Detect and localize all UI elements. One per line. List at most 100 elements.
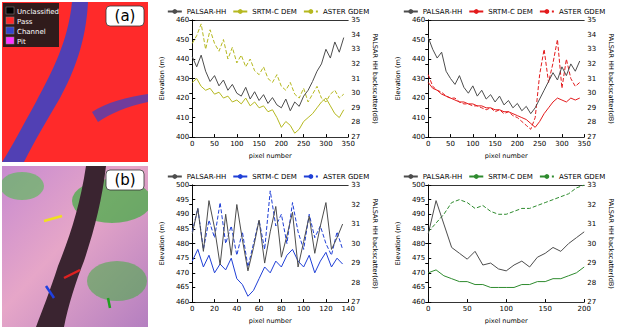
svg-text:495: 495: [412, 196, 425, 204]
svg-text:SRTM-C DEM: SRTM-C DEM: [252, 173, 297, 181]
svg-text:485: 485: [176, 225, 189, 233]
svg-text:490: 490: [176, 210, 189, 218]
svg-text:50: 50: [210, 140, 219, 148]
svg-text:50: 50: [463, 305, 472, 313]
svg-text:33: 33: [587, 181, 596, 189]
svg-text:34: 34: [587, 31, 596, 39]
svg-text:28: 28: [587, 279, 596, 287]
svg-text:28: 28: [587, 118, 596, 126]
svg-text:440: 440: [176, 55, 189, 63]
svg-text:500: 500: [176, 181, 189, 189]
svg-text:475: 475: [176, 254, 189, 262]
svg-text:35: 35: [587, 16, 596, 24]
svg-text:29: 29: [587, 104, 596, 112]
svg-text:pixel number: pixel number: [485, 152, 528, 160]
svg-text:Unclassified: Unclassified: [17, 8, 59, 16]
svg-text:0: 0: [190, 305, 194, 313]
svg-text:PALSAR-HH: PALSAR-HH: [187, 173, 226, 181]
svg-text:420: 420: [176, 94, 189, 102]
svg-text:120: 120: [319, 305, 332, 313]
svg-text:32: 32: [351, 201, 360, 209]
svg-text:460: 460: [176, 298, 189, 306]
svg-text:470: 470: [176, 269, 189, 277]
svg-text:80: 80: [277, 305, 286, 313]
svg-text:200: 200: [578, 305, 591, 313]
svg-text:460: 460: [412, 16, 425, 24]
svg-text:100: 100: [297, 305, 310, 313]
svg-text:410: 410: [412, 114, 425, 122]
svg-text:33: 33: [351, 181, 360, 189]
svg-text:31: 31: [587, 220, 596, 228]
svg-text:ASTER GDEM: ASTER GDEM: [559, 173, 605, 181]
svg-text:250: 250: [533, 140, 546, 148]
svg-text:32: 32: [587, 60, 596, 68]
svg-text:pixel number: pixel number: [485, 317, 528, 325]
svg-text:PALSAR-HH: PALSAR-HH: [187, 8, 226, 16]
svg-text:Pit: Pit: [17, 38, 26, 46]
svg-text:34: 34: [351, 31, 360, 39]
svg-text:SRTM-C DEM: SRTM-C DEM: [488, 8, 533, 16]
svg-text:29: 29: [351, 259, 360, 267]
svg-text:SRTM-C DEM: SRTM-C DEM: [488, 173, 533, 181]
svg-text:200: 200: [511, 140, 524, 148]
svg-text:PALSAR HH backscatter(dB): PALSAR HH backscatter(dB): [371, 33, 379, 124]
svg-text:29: 29: [351, 104, 360, 112]
svg-text:480: 480: [176, 240, 189, 248]
svg-text:PALSAR-HH: PALSAR-HH: [423, 8, 462, 16]
svg-text:31: 31: [587, 75, 596, 83]
svg-text:33: 33: [587, 45, 596, 53]
svg-text:SRTM-C DEM: SRTM-C DEM: [252, 8, 297, 16]
svg-text:400: 400: [176, 133, 189, 141]
svg-text:pixel number: pixel number: [249, 152, 292, 160]
svg-text:100: 100: [466, 140, 479, 148]
svg-text:31: 31: [351, 75, 360, 83]
svg-text:100: 100: [500, 305, 513, 313]
svg-text:PALSAR HH backscatter(dB): PALSAR HH backscatter(dB): [607, 198, 615, 289]
svg-text:32: 32: [587, 201, 596, 209]
svg-text:300: 300: [319, 140, 332, 148]
svg-text:200: 200: [275, 140, 288, 148]
svg-text:490: 490: [412, 210, 425, 218]
svg-text:PALSAR HH backscatter(dB): PALSAR HH backscatter(dB): [607, 33, 615, 124]
svg-text:0: 0: [190, 140, 194, 148]
svg-text:300: 300: [555, 140, 568, 148]
svg-text:410: 410: [176, 114, 189, 122]
svg-text:30: 30: [351, 240, 360, 248]
svg-text:ASTER GDEM: ASTER GDEM: [323, 173, 369, 181]
svg-text:0: 0: [426, 305, 430, 313]
svg-text:Pass: Pass: [17, 18, 33, 26]
svg-text:470: 470: [412, 269, 425, 277]
svg-text:485: 485: [412, 225, 425, 233]
svg-text:30: 30: [587, 89, 596, 97]
svg-text:140: 140: [342, 305, 355, 313]
svg-text:60: 60: [255, 305, 264, 313]
svg-text:475: 475: [412, 254, 425, 262]
svg-text:150: 150: [488, 140, 501, 148]
svg-text:465: 465: [176, 283, 189, 291]
svg-text:450: 450: [176, 36, 189, 44]
svg-text:Elevation (m): Elevation (m): [158, 57, 166, 101]
svg-text:Elevation (m): Elevation (m): [394, 57, 402, 101]
svg-text:33: 33: [351, 45, 360, 53]
svg-text:PALSAR HH backscatter(dB): PALSAR HH backscatter(dB): [371, 198, 379, 289]
svg-text:500: 500: [412, 181, 425, 189]
svg-text:40: 40: [232, 305, 241, 313]
svg-text:Channel: Channel: [17, 28, 46, 36]
svg-text:460: 460: [412, 298, 425, 306]
svg-text:Elevation (m): Elevation (m): [394, 222, 402, 266]
svg-text:29: 29: [587, 259, 596, 267]
svg-text:350: 350: [342, 140, 355, 148]
svg-text:430: 430: [412, 75, 425, 83]
svg-text:400: 400: [412, 133, 425, 141]
svg-text:100: 100: [230, 140, 243, 148]
svg-text:250: 250: [297, 140, 310, 148]
svg-text:PALSAR-HH: PALSAR-HH: [423, 173, 462, 181]
svg-text:480: 480: [412, 240, 425, 248]
svg-text:430: 430: [176, 75, 189, 83]
svg-text:450: 450: [412, 36, 425, 44]
svg-text:20: 20: [210, 305, 219, 313]
svg-text:30: 30: [351, 89, 360, 97]
svg-text:ASTER GDEM: ASTER GDEM: [323, 8, 369, 16]
svg-text:ASTER GDEM: ASTER GDEM: [559, 8, 605, 16]
svg-text:465: 465: [412, 283, 425, 291]
